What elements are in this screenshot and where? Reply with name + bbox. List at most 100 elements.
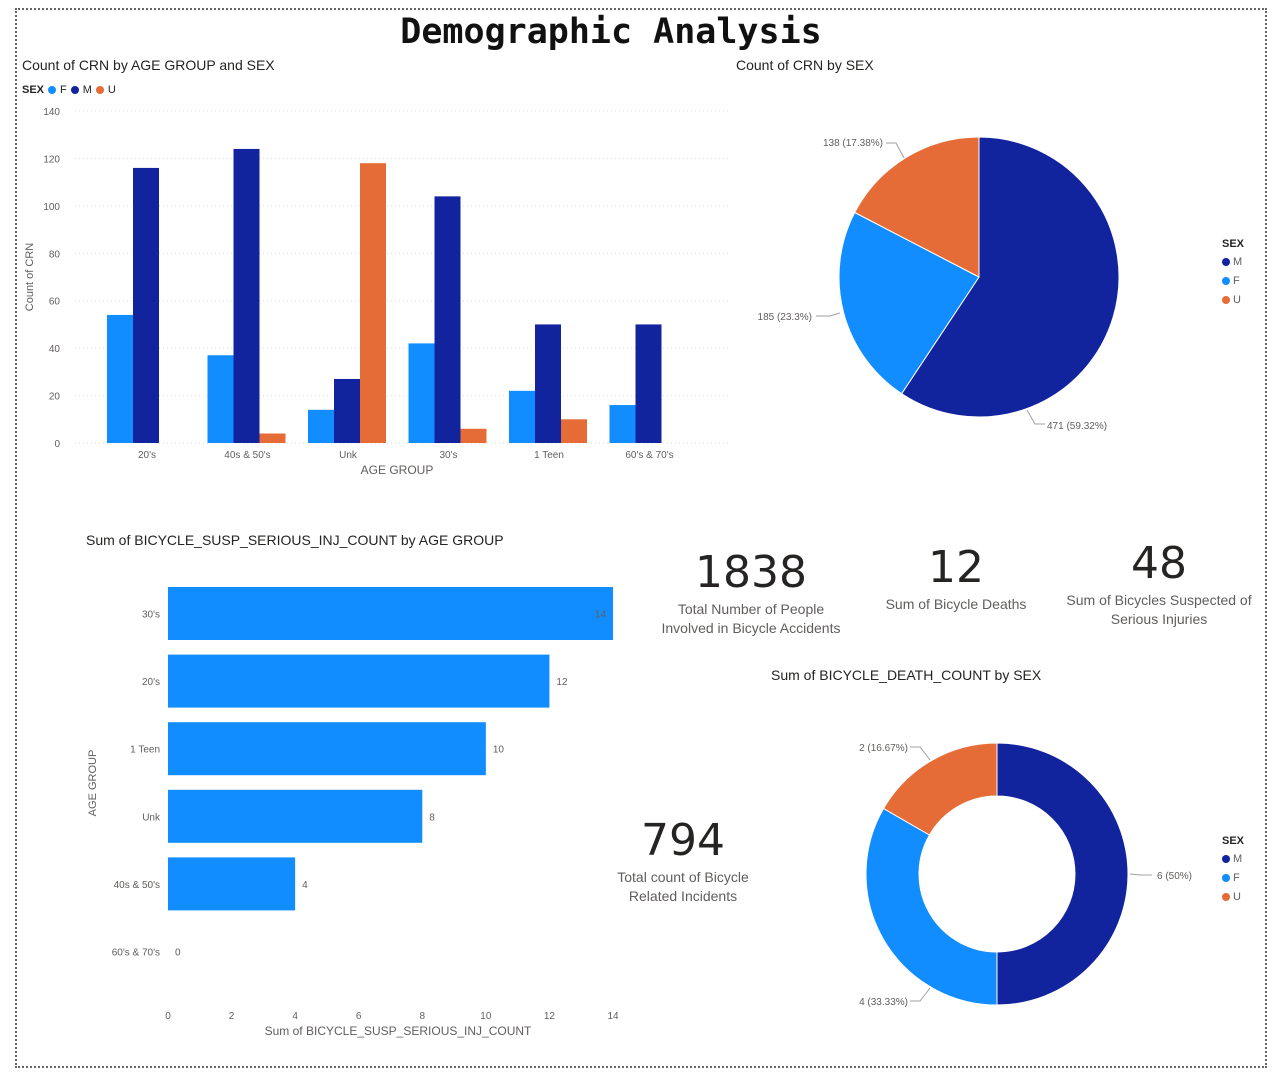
slice-f (838, 211, 980, 395)
x-tick-label: 1 Teen (534, 450, 564, 461)
y-tick-label: 120 (43, 154, 60, 165)
serious-inj-chart-title: Sum of BICYCLE_SUSP_SERIOUS_INJ_COUNT by… (86, 532, 504, 548)
legend-dot-m-icon (70, 86, 79, 94)
kpi-value: 12 (928, 542, 984, 593)
bar-serious-inj (168, 587, 613, 640)
kpi-label-1: Total count of Bicycle (617, 869, 749, 885)
legend-label-f: F (1233, 275, 1240, 287)
kpi-value: 1838 (695, 547, 807, 598)
y-tick-label: 0 (54, 439, 60, 450)
serious-inj-hbar-chart: 30's 14 20's 12 1 Teen 10 Unk 8 40s & 50's 4 60's … (87, 587, 619, 1038)
slice-leader-line (1026, 409, 1045, 425)
x-tick-label: 40s & 50's (224, 450, 270, 461)
legend-dot-m-icon (1222, 855, 1230, 863)
legend-dot-m-icon (1222, 258, 1230, 266)
legend-title: SEX (22, 84, 45, 96)
legend-item-u[interactable]: U (1222, 891, 1244, 903)
slice-leader-line (816, 312, 841, 317)
legend-item-u[interactable]: U (1222, 294, 1244, 306)
x-tick-label: 0 (165, 1011, 171, 1022)
y-tick-label: 140 (43, 107, 60, 118)
legend-item-m[interactable]: M (1222, 256, 1244, 268)
x-tick-label: 8 (420, 1011, 426, 1022)
y-tick-label: 80 (49, 249, 61, 260)
age-sex-legend: SEX F M U (22, 84, 116, 96)
kpi-label-2: Serious Injuries (1110, 611, 1208, 627)
legend-title: SEX (1222, 835, 1245, 847)
bar-m (535, 324, 561, 443)
kpi-label-1: Sum of Bicycles Suspected of (1066, 592, 1252, 608)
slice-data-label: 138 (17.38%) (823, 138, 883, 149)
crn-sex-pie-chart: 471 (59.32%) 185 (23.3%) 138 (17.38%) (758, 136, 1120, 432)
x-axis-label: AGE GROUP (361, 463, 434, 477)
kpi-label-1: Sum of Bicycle Deaths (885, 596, 1027, 612)
bar-u (360, 163, 386, 443)
x-tick-label: 12 (544, 1011, 556, 1022)
y-tick-label: 20's (142, 677, 160, 688)
death-sex-legend: SEX M F U (1222, 835, 1244, 910)
y-tick-label: 100 (43, 202, 60, 213)
bar-m (334, 378, 360, 443)
x-tick-label: Unk (339, 450, 358, 461)
y-tick-label: 60's & 70's (112, 948, 160, 959)
legend-label-u[interactable]: U (107, 84, 116, 96)
bar-f (207, 355, 234, 443)
slice-leader-line (886, 142, 905, 159)
legend-label-m: M (1233, 853, 1243, 865)
bar-data-label: 8 (429, 812, 435, 823)
x-tick-label: 10 (480, 1011, 492, 1022)
legend-label-f[interactable]: F (60, 84, 67, 96)
y-tick-label: 40 (49, 344, 61, 355)
bar-m (133, 167, 159, 443)
legend-label-m: M (1233, 256, 1243, 268)
slice-leader-line (1129, 873, 1152, 876)
x-tick-label: 14 (607, 1011, 619, 1022)
legend-label-m[interactable]: M (82, 84, 92, 96)
bar-m (434, 196, 461, 443)
slice-data-label: 185 (23.3%) (758, 312, 812, 323)
kpi-label-2: Related Incidents (628, 888, 738, 904)
legend-item-f[interactable]: F (1222, 872, 1244, 884)
slice-m (996, 742, 1129, 1006)
bar-data-label: 4 (302, 880, 308, 891)
bar-u (259, 433, 286, 443)
x-tick-label: 30's (439, 450, 457, 461)
crn-sex-legend: SEX M F U (1222, 238, 1244, 313)
y-axis-label: Count of CRN (24, 243, 36, 312)
kpi-total-people: 1838 Total Number of People Involved in … (650, 550, 852, 638)
slice-u (854, 136, 980, 278)
age-sex-chart-title: Count of CRN by AGE GROUP and SEX (22, 57, 275, 73)
slice-data-label: 471 (59.32%) (1047, 421, 1107, 432)
kpi-incidents: 794 Total count of Bicycle Related Incid… (596, 818, 770, 906)
slice-leader-line (910, 746, 931, 761)
slice-data-label: 4 (33.33%) (859, 997, 908, 1008)
x-tick-label: 4 (292, 1011, 298, 1022)
kpi-value: 48 (1131, 538, 1187, 589)
slice-data-label: 2 (16.67%) (859, 743, 908, 754)
crn-sex-chart-title: Count of CRN by SEX (736, 57, 874, 73)
legend-dot-u-icon (1222, 296, 1230, 304)
y-tick-label: Unk (142, 812, 161, 823)
bar-serious-inj (168, 857, 296, 911)
legend-dot-f-icon (48, 86, 57, 94)
legend-label-f: F (1233, 872, 1240, 884)
bar-f (107, 314, 133, 443)
legend-dot-f-icon (1222, 277, 1230, 285)
bar-serious-inj (168, 789, 423, 843)
x-tick-label: 20's (138, 450, 156, 461)
y-tick-label: 1 Teen (130, 745, 160, 756)
kpi-value: 794 (641, 815, 725, 866)
death-sex-chart-title: Sum of BICYCLE_DEATH_COUNT by SEX (771, 667, 1042, 683)
kpi-label-1: Total Number of People (677, 601, 825, 617)
y-tick-label: 60 (49, 297, 61, 308)
slice-leader-line (910, 987, 931, 1002)
death-sex-donut-chart: 6 (50%) 4 (33.33%) 2 (16.67%) (859, 742, 1192, 1008)
kpi-serious-injuries: 48 Sum of Bicycles Suspected of Serious … (1054, 541, 1264, 629)
legend-item-m[interactable]: M (1222, 853, 1244, 865)
legend-item-f[interactable]: F (1222, 275, 1244, 287)
x-tick-label: 2 (229, 1011, 235, 1022)
bar-data-label: 14 (595, 610, 607, 621)
y-tick-label: 40s & 50's (114, 880, 160, 891)
y-tick-label: 30's (142, 610, 160, 621)
kpi-label-2: Involved in Bicycle Accidents (661, 620, 841, 636)
